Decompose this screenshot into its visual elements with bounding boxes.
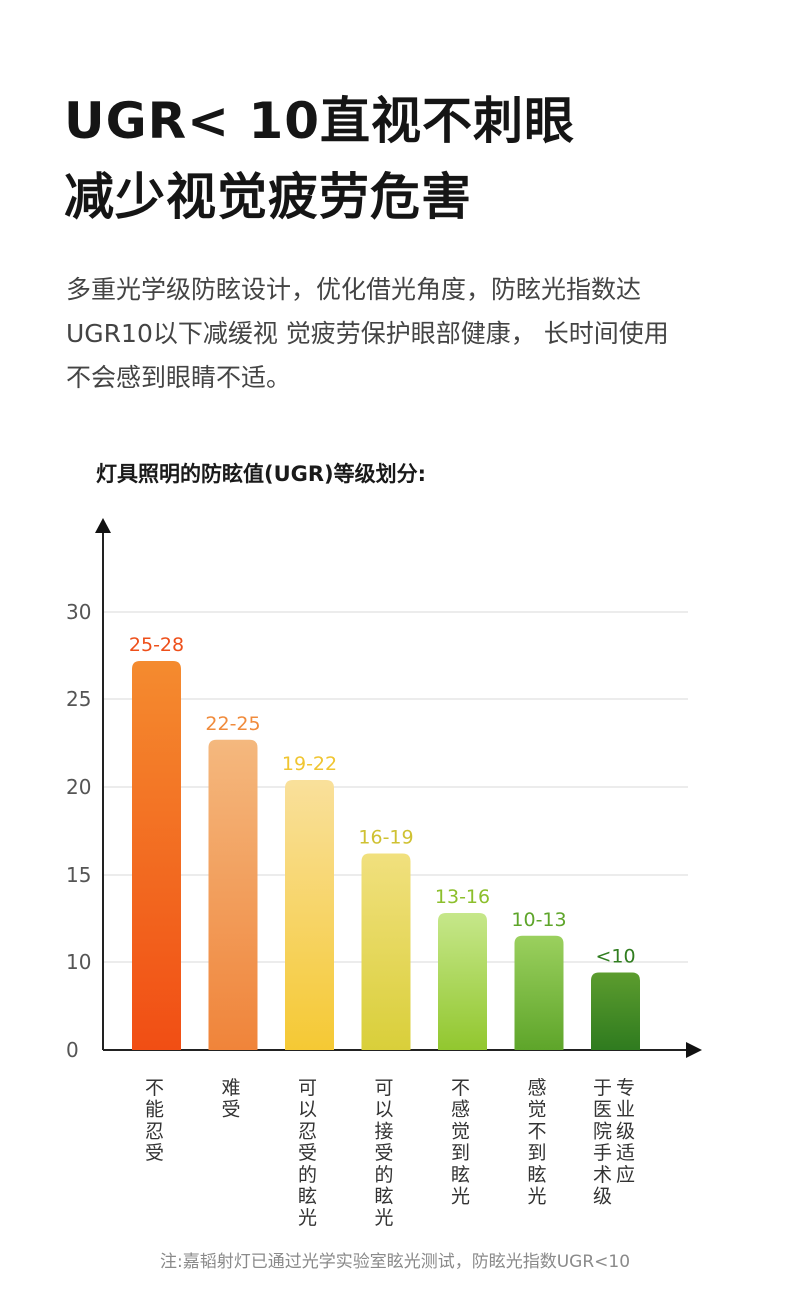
x-axis-arrow-icon bbox=[686, 1042, 702, 1058]
bar bbox=[285, 780, 334, 1050]
category-label-char: 眩 bbox=[527, 1164, 546, 1186]
category-label-char: 光 bbox=[374, 1207, 393, 1229]
y-axis-arrow-icon bbox=[95, 518, 111, 533]
bar-labels: 0101520253025-28不能忍受22-25难受19-22可以忍受的眩光1… bbox=[66, 600, 636, 1229]
bar bbox=[361, 853, 411, 1050]
category-label-char: 不 bbox=[527, 1120, 546, 1142]
category-label-char: 不 bbox=[451, 1077, 470, 1099]
footnote: 注:嘉韬射灯已通过光学实验室眩光测试，防眩光指数UGR<10 bbox=[159, 1252, 631, 1272]
category-label-char: 受 bbox=[374, 1142, 393, 1164]
y-tick-label: 0 bbox=[66, 1038, 79, 1062]
category-label-char: 适 bbox=[616, 1142, 635, 1164]
chart-title: 灯具照明的防眩值(UGR)等级划分: bbox=[96, 462, 427, 486]
category-label-char: 光 bbox=[527, 1186, 546, 1208]
headline-line-1: UGR< 10直视不刺眼 bbox=[64, 92, 576, 150]
category-label-char: 专 bbox=[616, 1077, 635, 1099]
category-label-char: 眩 bbox=[298, 1186, 317, 1208]
category-label-char: 受 bbox=[221, 1099, 240, 1121]
bar-range-label: 10-13 bbox=[511, 909, 566, 931]
category-label-char: 以 bbox=[374, 1099, 393, 1121]
category-label-char: 术 bbox=[593, 1164, 612, 1186]
ugr-bar-chart: 0101520253025-28不能忍受22-25难受19-22可以忍受的眩光1… bbox=[66, 518, 702, 1229]
category-label-char: 受 bbox=[145, 1142, 164, 1164]
category-label-char: 以 bbox=[298, 1099, 317, 1121]
category-label-char: 可 bbox=[374, 1077, 393, 1099]
bar-range-label: 19-22 bbox=[282, 753, 337, 775]
grid-lines bbox=[103, 611, 688, 963]
category-label-char: 受 bbox=[298, 1142, 317, 1164]
category-label-char: 接 bbox=[374, 1120, 393, 1142]
bar-range-label: 25-28 bbox=[129, 634, 184, 656]
category-label-char: 业 bbox=[616, 1099, 635, 1121]
category-label-char: 忍 bbox=[298, 1120, 317, 1142]
bars bbox=[132, 661, 640, 1050]
category-label-char: 感 bbox=[527, 1077, 546, 1099]
category-label-char: 医 bbox=[593, 1099, 612, 1121]
category-label-char: 于 bbox=[593, 1077, 612, 1099]
bar-range-label: 16-19 bbox=[358, 827, 413, 849]
category-label-char: 觉 bbox=[527, 1099, 546, 1121]
category-label-char: 手 bbox=[593, 1142, 612, 1164]
y-tick-label: 15 bbox=[66, 863, 91, 887]
category-label-char: 到 bbox=[527, 1142, 546, 1164]
intro-line-3: 不会感到眼睛不适。 bbox=[66, 363, 292, 392]
category-label-char: 光 bbox=[298, 1207, 317, 1229]
bar-range-label: 22-25 bbox=[205, 713, 260, 735]
headline-line-2: 减少视觉疲劳危害 bbox=[64, 168, 472, 226]
bar bbox=[438, 913, 487, 1050]
bar bbox=[591, 972, 640, 1050]
bar-range-label: 13-16 bbox=[435, 886, 490, 908]
category-label-char: 感 bbox=[451, 1099, 470, 1121]
category-label-char: 觉 bbox=[451, 1120, 470, 1142]
category-label-char: 应 bbox=[616, 1164, 635, 1186]
y-tick-label: 25 bbox=[66, 687, 91, 711]
intro-line-1: 多重光学级防眩设计，优化借光角度，防眩光指数达 bbox=[66, 275, 642, 304]
category-label-char: 的 bbox=[374, 1164, 393, 1186]
y-tick-label: 30 bbox=[66, 600, 91, 624]
category-label-char: 能 bbox=[145, 1099, 164, 1121]
y-tick-label: 10 bbox=[66, 950, 91, 974]
category-label-char: 院 bbox=[593, 1120, 612, 1142]
category-label-char: 可 bbox=[298, 1077, 317, 1099]
category-label-char: 不 bbox=[145, 1077, 164, 1099]
intro-line-2: UGR10以下减缓视 觉疲劳保护眼部健康， 长时间使用 bbox=[66, 319, 669, 348]
category-label-char: 级 bbox=[593, 1186, 612, 1208]
bar bbox=[514, 935, 564, 1050]
category-label-char: 眩 bbox=[451, 1164, 470, 1186]
category-label-char: 眩 bbox=[374, 1186, 393, 1208]
bar bbox=[132, 661, 181, 1050]
y-tick-label: 20 bbox=[66, 775, 91, 799]
bar bbox=[208, 739, 258, 1050]
category-label-char: 光 bbox=[451, 1186, 470, 1208]
bar-range-label: <10 bbox=[595, 946, 635, 968]
category-label-char: 级 bbox=[616, 1120, 635, 1142]
category-label-char: 难 bbox=[221, 1077, 240, 1099]
category-label-char: 到 bbox=[451, 1142, 470, 1164]
category-label-char: 的 bbox=[298, 1164, 317, 1186]
category-label-char: 忍 bbox=[145, 1120, 164, 1142]
